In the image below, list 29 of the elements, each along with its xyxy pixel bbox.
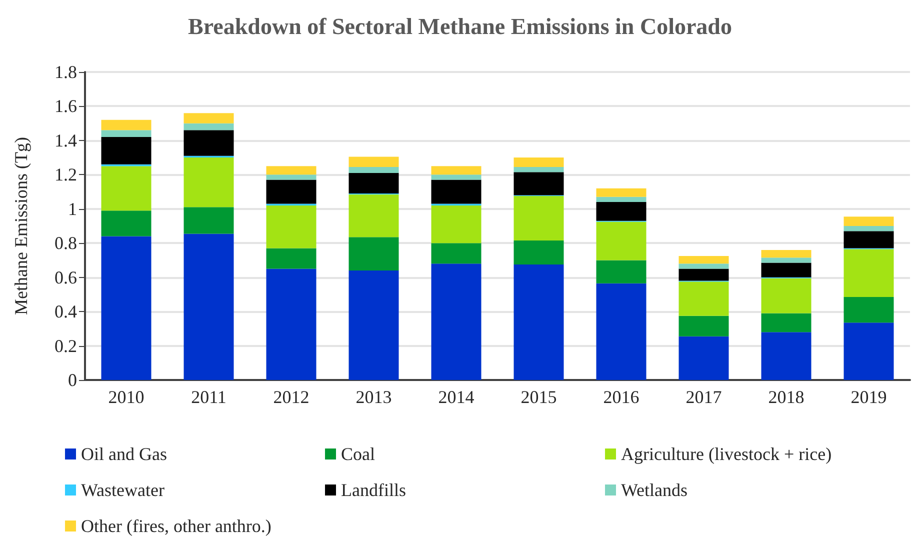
legend-label: Landfills — [341, 480, 406, 500]
x-tick-label: 2019 — [850, 387, 887, 407]
y-tick-label: 1.6 — [54, 96, 77, 116]
x-tick-label: 2018 — [768, 387, 804, 407]
y-tick-label: 0.8 — [54, 233, 77, 254]
x-tick-label: 2016 — [603, 387, 640, 407]
y-tick-label: 0 — [68, 370, 77, 390]
y-axis-title: Methane Emissions (Tg) — [11, 137, 31, 315]
y-tick-label: 1.2 — [54, 164, 77, 185]
chart-title: Breakdown of Sectoral Methane Emissions in Colorado — [188, 14, 732, 39]
y-tick-label: 1.8 — [54, 62, 77, 82]
x-tick-label: 2014 — [438, 387, 474, 407]
y-tick-label: 0.6 — [54, 267, 77, 288]
y-tick-label: 1 — [68, 198, 77, 219]
y-tick-label: 0.2 — [54, 336, 77, 356]
legend-label: Wetlands — [621, 480, 688, 500]
legend-label: Agriculture (livestock + rice) — [621, 444, 832, 464]
x-tick-label: 2010 — [108, 387, 144, 407]
legend-label: Other (fires, other anthro.) — [81, 516, 272, 536]
y-tick-label: 1.4 — [54, 130, 77, 150]
legend-label: Wastewater — [81, 480, 165, 500]
y-tick-label: 0.4 — [54, 302, 77, 322]
x-tick-label: 2012 — [273, 387, 310, 407]
legend-label: Oil and Gas — [81, 444, 167, 464]
legend-label: Coal — [341, 444, 375, 464]
x-tick-label: 2015 — [520, 387, 557, 407]
x-tick-label: 2017 — [686, 387, 722, 407]
x-tick-label: 2011 — [191, 387, 226, 407]
x-tick-label: 2013 — [356, 387, 392, 407]
